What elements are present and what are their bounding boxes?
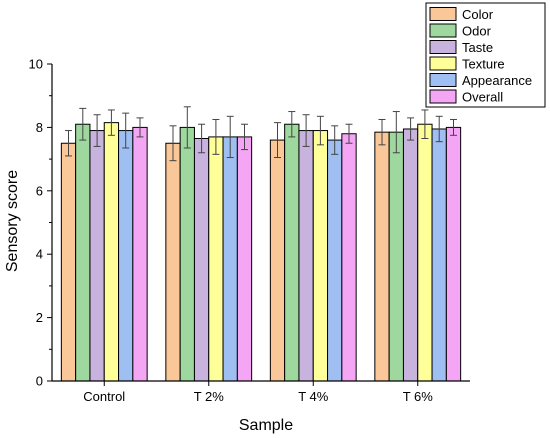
bar-taste-3 xyxy=(402,128,419,382)
bar-taste-1 xyxy=(193,138,210,382)
x-tick-label-3: T 6% xyxy=(403,389,434,404)
legend-label-overall: Overall xyxy=(462,90,503,105)
y-tick-label-6: 6 xyxy=(36,183,43,198)
bar-odor-3 xyxy=(388,131,404,382)
bar-appearance-3 xyxy=(431,128,447,382)
bar-overall-2 xyxy=(341,133,357,382)
bar-overall-3 xyxy=(445,126,462,382)
legend-swatch-odor xyxy=(429,23,457,38)
bar-color-3 xyxy=(374,131,390,382)
bar-texture-3 xyxy=(417,123,433,382)
bar-odor-1 xyxy=(179,126,195,382)
bar-appearance-0 xyxy=(118,130,134,382)
y-tick-label-4: 4 xyxy=(36,247,43,262)
bars-layer xyxy=(60,106,462,382)
legend-swatch-color xyxy=(429,7,457,21)
bar-overall-1 xyxy=(236,136,253,382)
y-tick-label-10: 10 xyxy=(29,57,43,72)
axes-layer: 0 2 4 6 8 10 Control T 2% T 4% T 6% xyxy=(29,57,470,404)
legend-label-appearance: Appearance xyxy=(462,73,532,88)
x-axis-title: Sample xyxy=(239,417,293,434)
legend-label-color: Color xyxy=(462,7,494,22)
y-tick-label-0: 0 xyxy=(36,374,43,389)
x-tick-label-1: T 2% xyxy=(194,389,225,404)
y-axis-title: Sensory score xyxy=(4,170,21,272)
legend-label-odor: Odor xyxy=(462,24,492,39)
bar-texture-0 xyxy=(103,122,120,382)
x-tick-label-2: T 4% xyxy=(298,389,329,404)
bar-texture-1 xyxy=(208,136,224,382)
x-tick-label-0: Control xyxy=(83,389,125,404)
y-tick-label-8: 8 xyxy=(36,120,43,135)
bar-odor-0 xyxy=(75,123,91,382)
legend-label-taste: Taste xyxy=(462,40,493,55)
bar-taste-0 xyxy=(89,130,105,382)
bar-odor-2 xyxy=(284,123,300,382)
legend-swatch-taste xyxy=(429,40,457,54)
bar-color-0 xyxy=(60,142,77,382)
bar-appearance-2 xyxy=(327,139,343,382)
legend-label-texture: Texture xyxy=(462,57,505,72)
bar-overall-0 xyxy=(132,126,148,382)
bar-taste-2 xyxy=(298,130,314,382)
legend-swatch-texture xyxy=(429,56,457,71)
bar-color-1 xyxy=(165,142,181,382)
bar-texture-2 xyxy=(312,130,329,382)
bar-color-2 xyxy=(269,139,286,382)
y-tick-label-2: 2 xyxy=(36,310,43,325)
legend-swatch-appearance xyxy=(429,73,457,87)
legend-swatch-overall xyxy=(429,89,457,104)
bar-appearance-1 xyxy=(222,136,238,382)
